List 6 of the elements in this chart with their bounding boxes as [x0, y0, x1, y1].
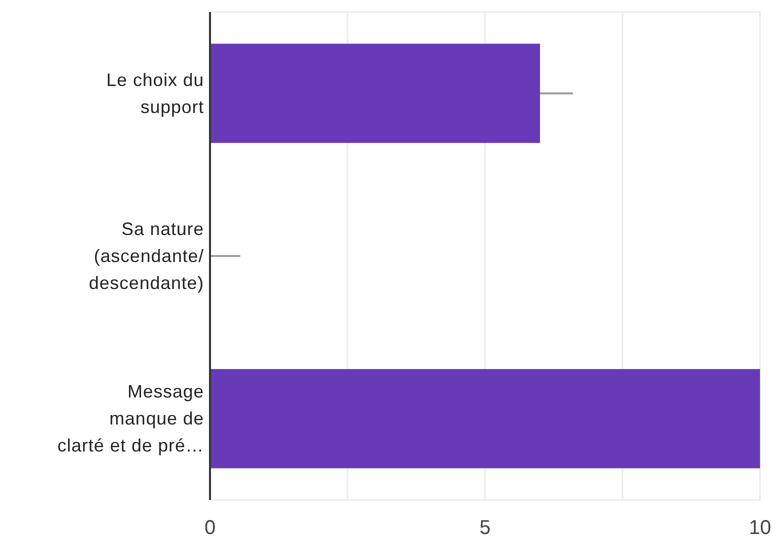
x-tick-label: 0: [204, 517, 216, 538]
x-tick-label: 5: [479, 517, 491, 538]
y-tick-label: Sa nature (ascendante/descendante): [88, 219, 204, 293]
y-tick-label: Message manque de clarté et de pré…: [57, 382, 204, 456]
x-tick-label: 10: [748, 517, 772, 538]
y-tick-label: Le choix du support: [106, 70, 204, 117]
